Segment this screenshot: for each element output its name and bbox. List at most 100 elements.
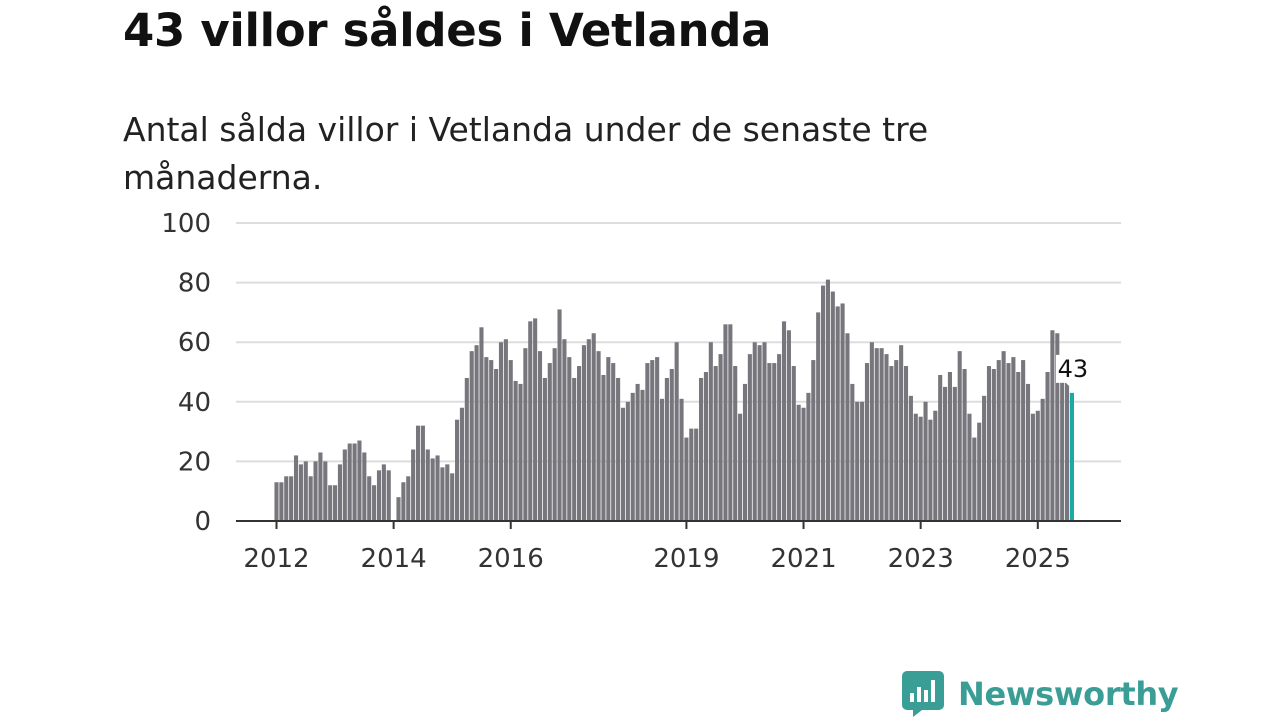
- bar-2022-08: [894, 360, 899, 521]
- bar-2013-08: [367, 476, 372, 521]
- bars: [274, 279, 1074, 521]
- x-axis-ticks: 2012 2014 2016 2019 2021 2023 2025: [243, 521, 1071, 574]
- y-tick-label-80: 80: [178, 269, 211, 299]
- bar-2021-04: [816, 312, 821, 521]
- bar-2023-10: [962, 369, 967, 521]
- bar-2019-01: [684, 437, 689, 521]
- bar-2015-10: [494, 369, 499, 521]
- bar-2014-12: [445, 464, 450, 521]
- highlight-label: 43: [1058, 355, 1089, 383]
- newsworthy-logo-icon: [902, 671, 944, 717]
- highlight-label-box: [1055, 354, 1090, 389]
- bar-2025-04: [1050, 330, 1055, 521]
- bar-2013-09: [372, 485, 377, 521]
- bar-2017-05: [586, 339, 591, 521]
- bar-2019-07: [713, 366, 718, 521]
- bar-2015-05: [469, 351, 474, 521]
- bar-2014-03: [401, 482, 406, 521]
- bar-2015-09: [489, 360, 494, 521]
- bar-2023-08: [952, 386, 957, 521]
- bar-2012-11: [323, 461, 328, 521]
- bar-2022-01: [860, 401, 865, 521]
- bar-2013-05: [352, 443, 357, 521]
- bar-2022-02: [864, 363, 870, 521]
- bar-2021-06: [825, 279, 830, 521]
- brand-name: Newsworthy: [958, 675, 1179, 713]
- bar-2016-01: [508, 360, 513, 521]
- x-tick-label-2016: 2016: [478, 544, 544, 574]
- bar-2022-05: [879, 348, 884, 521]
- bar-2020-09: [781, 321, 787, 521]
- bar-2023-04: [933, 410, 938, 521]
- bar-2014-09: [430, 458, 435, 521]
- bar-2016-08: [542, 377, 547, 521]
- bar-2017-01: [567, 357, 572, 521]
- bar-2024-11: [1025, 383, 1031, 521]
- bar-2020-04: [757, 345, 762, 521]
- bar-2015-08: [484, 357, 489, 521]
- bar-2013-12: [386, 470, 391, 521]
- bar-2018-09: [664, 377, 669, 521]
- highlight-annotation: 43: [1055, 354, 1090, 389]
- bar-2018-01: [625, 401, 630, 521]
- bar-2020-08: [777, 354, 782, 521]
- bar-2014-02: [396, 497, 401, 521]
- bar-2021-11: [850, 383, 855, 521]
- bar-2012-06: [298, 464, 303, 521]
- bar-2019-04: [699, 377, 704, 521]
- bar-2021-02: [806, 392, 811, 521]
- bar-2013-04: [347, 443, 352, 521]
- bar-2017-07: [596, 351, 601, 521]
- bar-2015-02: [455, 419, 460, 521]
- bar-2024-05: [996, 360, 1001, 521]
- bar-2021-12: [855, 401, 860, 521]
- bar-2024-06: [1001, 351, 1006, 521]
- brand-logo: Newsworthy: [902, 670, 1179, 718]
- bar-2017-12: [620, 407, 626, 521]
- bar-2024-10: [1021, 360, 1026, 521]
- bar-2015-07: [479, 327, 484, 521]
- bar-2018-05: [645, 363, 650, 521]
- bar-2019-06: [708, 342, 713, 521]
- bar-2016-03: [518, 383, 523, 521]
- bar-2014-04: [406, 476, 411, 521]
- bar-2022-04: [874, 348, 879, 521]
- bar-2021-07: [830, 291, 835, 521]
- bar-2016-06: [533, 318, 538, 521]
- bar-2017-09: [606, 357, 611, 521]
- bar-2012-09: [313, 461, 318, 521]
- bar-2017-06: [591, 333, 596, 521]
- bar-2012-08: [308, 476, 313, 521]
- y-tick-label-40: 40: [178, 388, 211, 418]
- bar-2021-03: [811, 360, 816, 521]
- bar-2018-08: [659, 398, 665, 521]
- bar-2020-07: [772, 363, 777, 521]
- bar-2016-12: [562, 339, 567, 521]
- bar-2012-03: [284, 476, 289, 521]
- bar-2017-11: [616, 377, 621, 521]
- bar-2020-06: [767, 363, 772, 521]
- bar-2020-05: [762, 342, 767, 521]
- bar-2024-03: [986, 366, 992, 521]
- bar-2016-02: [513, 380, 518, 521]
- bar-2017-03: [577, 366, 582, 521]
- bar-2023-09: [957, 351, 962, 521]
- x-tick-label-2019: 2019: [653, 544, 719, 574]
- bar-2021-08: [835, 306, 840, 521]
- bar-2012-01: [274, 482, 279, 521]
- bar-2021-05: [821, 285, 826, 521]
- bar-2017-04: [581, 345, 586, 521]
- bar-2022-11: [908, 395, 913, 521]
- bar-2014-10: [435, 455, 440, 521]
- bar-2016-11: [557, 309, 562, 521]
- bar-2014-05: [411, 449, 416, 521]
- bar-2024-07: [1006, 363, 1011, 521]
- bar-2025-07: [1065, 380, 1070, 521]
- bar-2021-01: [801, 407, 806, 521]
- bar-2018-07: [655, 357, 660, 521]
- y-axis-ticks: 0 20 40 60 80 100: [161, 209, 211, 537]
- bar-2022-03: [869, 342, 874, 521]
- bar-2013-11: [381, 464, 386, 521]
- bar-2014-06: [415, 425, 421, 521]
- bar-2022-06: [884, 354, 889, 521]
